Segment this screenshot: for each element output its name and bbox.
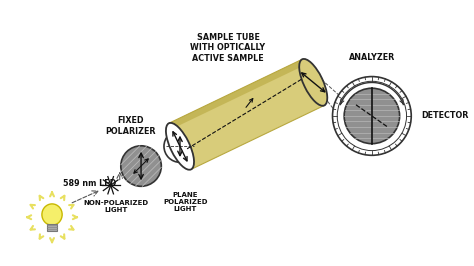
Text: ANALYZER: ANALYZER: [349, 53, 395, 62]
Circle shape: [164, 130, 196, 162]
Circle shape: [121, 146, 161, 186]
Text: SAMPLE TUBE
WITH OPTICALLY
ACTIVE SAMPLE: SAMPLE TUBE WITH OPTICALLY ACTIVE SAMPLE: [191, 33, 265, 63]
Text: 589 nm LED: 589 nm LED: [63, 179, 116, 188]
Text: NON-POLARIZED
LIGHT: NON-POLARIZED LIGHT: [83, 200, 148, 213]
Text: FIXED
POLARIZER: FIXED POLARIZER: [105, 117, 155, 136]
Ellipse shape: [42, 204, 62, 225]
Ellipse shape: [299, 59, 327, 106]
Circle shape: [344, 88, 400, 144]
Text: PLANE
POLARIZED
LIGHT: PLANE POLARIZED LIGHT: [163, 192, 208, 212]
Text: DETECTOR: DETECTOR: [421, 111, 468, 120]
Polygon shape: [169, 59, 324, 169]
Ellipse shape: [166, 123, 194, 170]
Circle shape: [333, 77, 411, 155]
Polygon shape: [169, 59, 305, 129]
Circle shape: [337, 81, 407, 151]
FancyBboxPatch shape: [47, 224, 57, 231]
